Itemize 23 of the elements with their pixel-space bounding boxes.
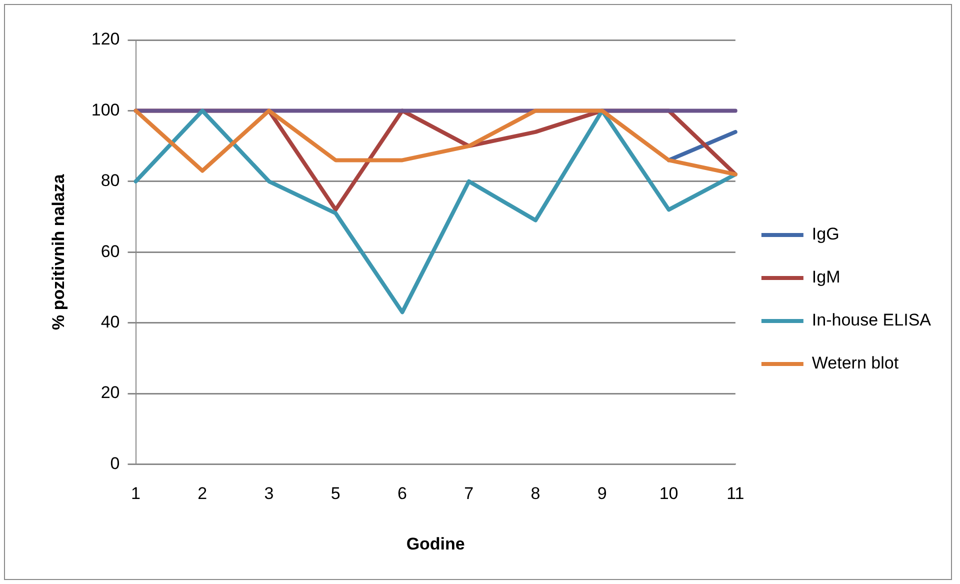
y-tick-label: 0 xyxy=(110,454,120,473)
x-tick-label: 2 xyxy=(198,484,208,504)
y-tick-label: 40 xyxy=(100,312,120,332)
legend-label: IgG xyxy=(812,224,840,244)
legend-label: In-house ELISA xyxy=(812,310,932,330)
x-tick-label: 11 xyxy=(726,484,744,504)
x-axis-title: Godine xyxy=(406,534,465,554)
x-tick-label: 7 xyxy=(464,484,474,504)
x-tick-label: 5 xyxy=(330,484,340,504)
y-tick-label: 80 xyxy=(100,171,120,190)
y-axis-title: % pozitivnih nalaza xyxy=(48,174,68,330)
legend-label: IgM xyxy=(812,268,840,287)
x-tick-label: 3 xyxy=(264,484,274,504)
y-tick-label: 60 xyxy=(100,242,120,261)
x-tick-label: 8 xyxy=(530,484,540,504)
y-tick-label: 100 xyxy=(91,100,120,120)
x-tick-label: 10 xyxy=(659,484,678,504)
y-tick-label: 20 xyxy=(100,383,120,402)
x-tick-label: 6 xyxy=(398,484,408,504)
x-tick-label: 1 xyxy=(131,484,140,504)
y-tick-label: 120 xyxy=(91,30,120,49)
x-tick-label: 9 xyxy=(597,484,607,504)
legend-label: Wetern blot xyxy=(812,354,899,373)
